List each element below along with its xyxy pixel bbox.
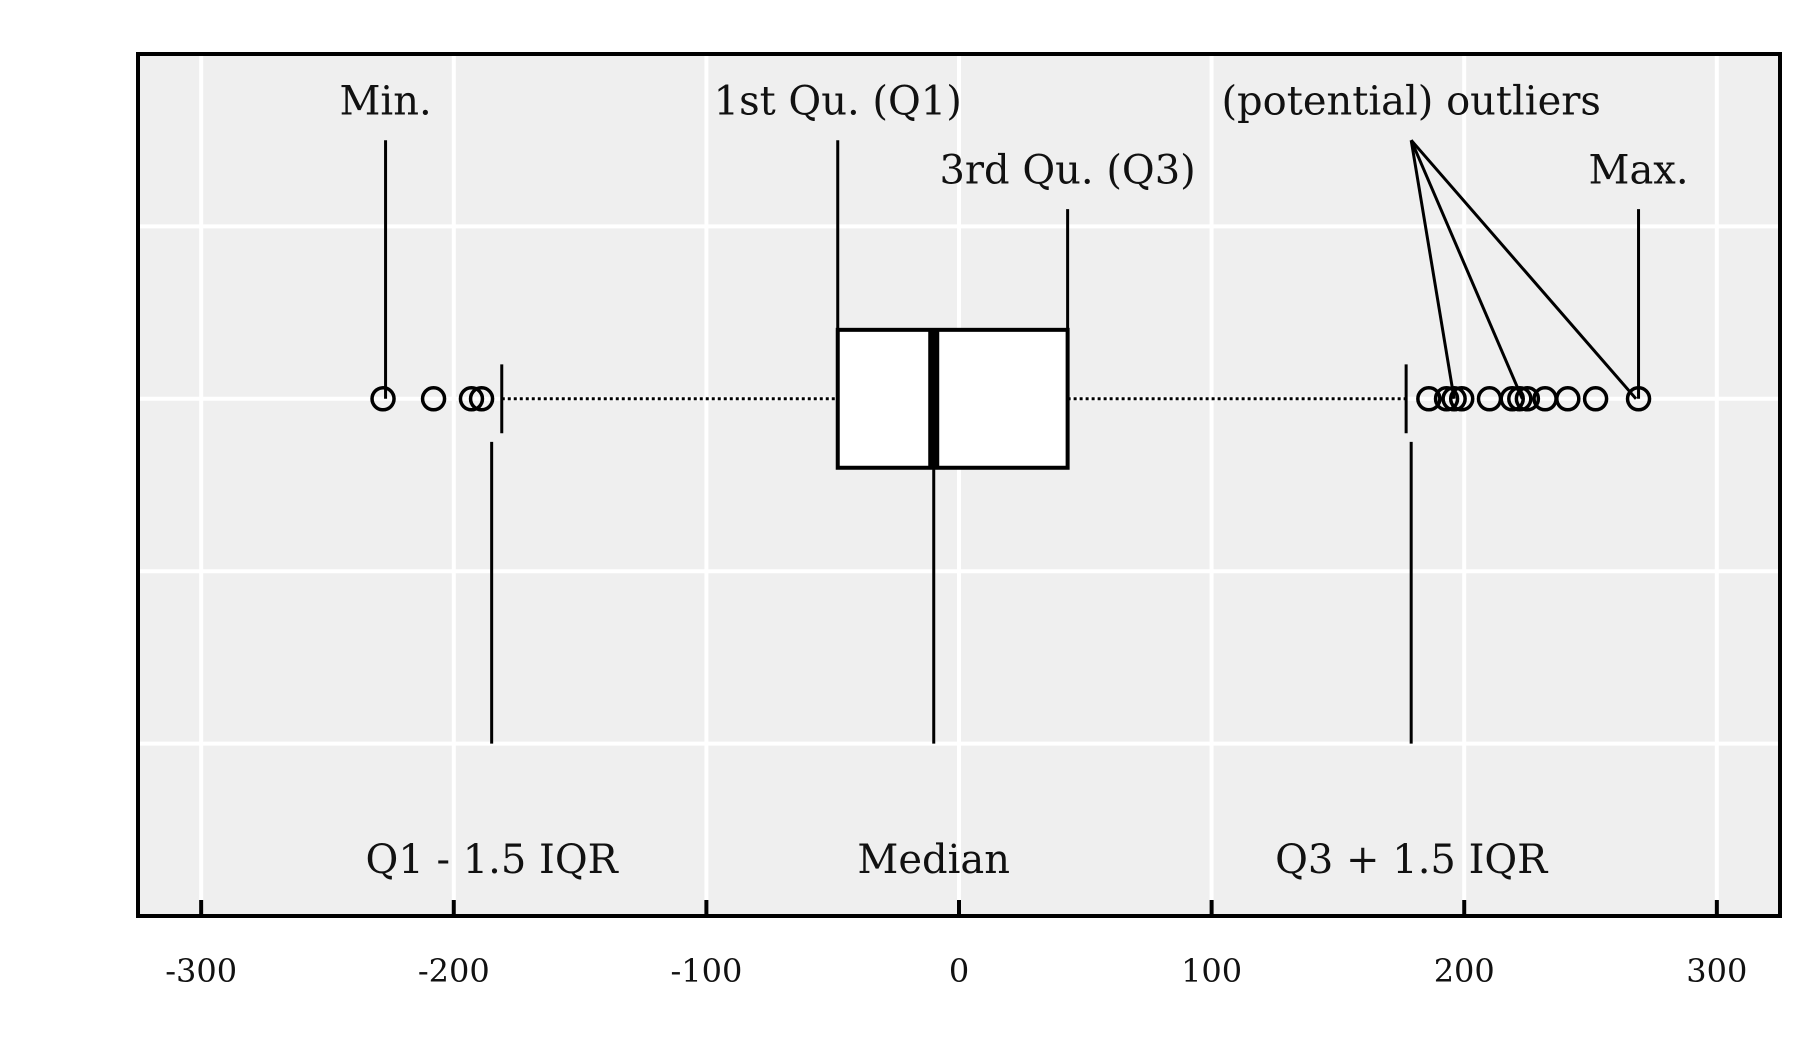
- outlier-point-3: [468, 386, 495, 412]
- x-tick-label-4: 100: [1181, 952, 1242, 990]
- x-tick-label-2: -100: [670, 952, 742, 990]
- x-tick-label-3: 0: [949, 952, 969, 990]
- annotation-label-4: Max.: [1588, 147, 1688, 193]
- outlier-point-5: [1433, 386, 1460, 412]
- outlier-point-9: [1499, 386, 1525, 412]
- annotation-label-2: 3rd Qu. (Q3): [939, 147, 1195, 193]
- outlier-points: [370, 386, 1652, 412]
- outlier-point-11: [1514, 386, 1541, 412]
- outlier-point-2: [458, 386, 485, 412]
- x-tick-label-6: 300: [1686, 952, 1747, 990]
- outlier-point-0: [370, 386, 396, 412]
- outlier-point-4: [1416, 386, 1442, 412]
- x-tick-label-0: -300: [165, 952, 237, 990]
- annotation-label-5: Q1 - 1.5 IQR: [366, 837, 620, 883]
- outlier-point-13: [1555, 386, 1581, 412]
- annotation-leader-3-1: [1409, 139, 1524, 400]
- x-axis: -300 -200 -100 0 100 200 300: [165, 900, 1747, 990]
- annotation-leader-3-2: [1410, 139, 1638, 400]
- outlier-point-1: [420, 386, 447, 412]
- annotation-label-0: Min.: [339, 78, 431, 124]
- whiskers: [500, 364, 1408, 434]
- iqr-box: [835, 327, 1070, 470]
- outlier-point-6: [1441, 386, 1467, 412]
- x-tick-label-1: -200: [418, 952, 490, 990]
- outlier-point-10: [1507, 386, 1533, 412]
- outlier-point-14: [1582, 386, 1609, 412]
- annotation-label-7: Q3 + 1.5 IQR: [1275, 837, 1549, 883]
- annotations: Min. 1st Qu. (Q1) 3rd Qu. (Q3) (potential) …: [339, 78, 1688, 883]
- annotation-label-6: Median: [857, 837, 1010, 883]
- box: [835, 327, 1070, 470]
- annotation-label-3: (potential) outliers: [1221, 78, 1600, 124]
- x-tick-label-5: 200: [1434, 952, 1495, 990]
- annotation-label-1: 1st Qu. (Q1): [714, 78, 962, 124]
- outlier-point-7: [1448, 386, 1475, 412]
- annotation-leader-3-0: [1409, 139, 1456, 400]
